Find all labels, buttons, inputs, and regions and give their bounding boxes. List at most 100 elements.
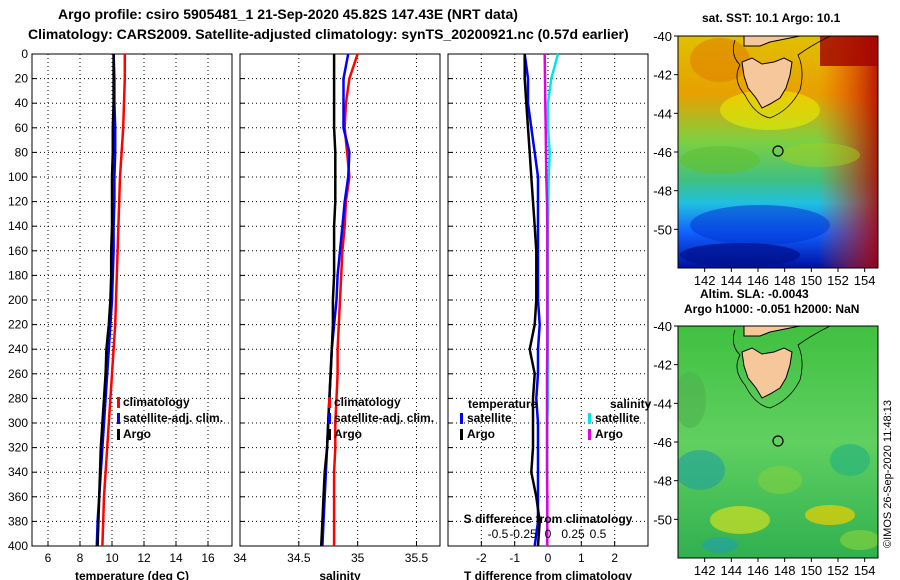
difference-legend-label: satellite xyxy=(595,411,640,425)
temperature-legend-label: Argo xyxy=(123,427,151,441)
temperature-series-0 xyxy=(101,54,127,547)
argo-position-marker xyxy=(772,145,784,157)
temperature-panel: 6 8 10 12 14 16020406080100120140160180200220… xyxy=(8,47,233,580)
depth-tick-label: 120 xyxy=(8,195,28,209)
sst-map-ytick-label: -40 xyxy=(653,29,672,44)
temperature-legend-swatch xyxy=(117,413,120,424)
salinity-panel: 34 34.5 35 35.5 salinity xyxy=(233,53,441,580)
sla-map-xtick-label: 148 xyxy=(774,563,796,578)
sst-map xyxy=(677,35,879,269)
difference-s-tick-label: -0.5 xyxy=(488,527,509,541)
salinity-legend-swatch xyxy=(328,429,331,440)
depth-tick-label: 400 xyxy=(8,539,28,553)
sst-map-ytick-label: -50 xyxy=(653,222,672,237)
sst-map-ytick-label: -44 xyxy=(653,106,672,121)
depth-tick-label: 160 xyxy=(8,244,28,258)
tasmania-land-2 xyxy=(741,347,793,399)
sla-map-xtick-label: 144 xyxy=(720,563,742,578)
temperature-legend-label: satellite-adj. clim. xyxy=(123,411,223,425)
depth-tick-label: 20 xyxy=(15,72,29,86)
sla-map-title: Altim. SLA: -0.0043 xyxy=(700,287,809,301)
temperature-legend-label: climatology xyxy=(123,395,190,409)
difference-series-3 xyxy=(543,53,549,546)
depth-tick-label: 360 xyxy=(8,490,28,504)
sst-map-xtick-label: 144 xyxy=(720,273,742,288)
sla-map-xtick-label: 146 xyxy=(747,563,769,578)
difference-s-tick-label: 0.5 xyxy=(590,527,607,541)
salinity-legend-swatch xyxy=(328,397,331,408)
sst-map-xtick-label: 146 xyxy=(747,273,769,288)
tasmania-land-1 xyxy=(741,57,793,109)
depth-tick-label: 240 xyxy=(8,342,28,356)
temperature-xtick-label: 14 xyxy=(169,551,183,565)
sst-map-xtick-label: 154 xyxy=(854,273,876,288)
argo-position-marker-2 xyxy=(772,435,784,447)
sst-map-ytick-label: -48 xyxy=(653,184,672,199)
salinity-legend-swatch xyxy=(328,413,331,424)
depth-tick-label: 0 xyxy=(21,47,28,61)
depth-tick-label: 140 xyxy=(8,219,28,233)
salinity-legend: climatology satellite-adj. clim. Argo xyxy=(328,395,434,441)
sla-map-ytick-label: -42 xyxy=(653,358,672,373)
salinity-xtick-label: 34.5 xyxy=(287,551,311,565)
difference-legend: temperature salinitysatelliteArgosatellit… xyxy=(460,397,652,541)
depth-tick-label: 180 xyxy=(8,268,28,282)
salinity-legend-label: satellite-adj. clim. xyxy=(334,411,434,425)
difference-legend-header-temperature: temperature xyxy=(468,397,538,411)
depth-tick-label: 380 xyxy=(8,514,28,528)
sla-map-ytick-label: -50 xyxy=(653,512,672,527)
salinity-xtick-label: 34 xyxy=(233,551,247,565)
difference-series-1 xyxy=(523,54,541,547)
sla-map-xtick-label: 154 xyxy=(854,563,876,578)
depth-tick-label: 300 xyxy=(8,416,28,430)
temperature-legend: climatology satellite-adj. clim. Argo xyxy=(117,395,223,441)
difference-xtick-label: -1 xyxy=(509,551,520,565)
salinity-xtick-label: 35 xyxy=(351,551,365,565)
sla-map-subtitle: Argo h1000: -0.051 h2000: NaN xyxy=(684,302,860,316)
temperature-xtick-label: 8 xyxy=(77,551,84,565)
depth-tick-label: 340 xyxy=(8,465,28,479)
sst-map-xtick-label: 148 xyxy=(774,273,796,288)
difference-s-tick-label: 0.25 xyxy=(561,527,585,541)
temperature-xtick-label: 6 xyxy=(45,551,52,565)
sla-map-xtick-label: 142 xyxy=(694,563,716,578)
sst-map-ytick-label: -46 xyxy=(653,145,672,160)
difference-legend-swatch xyxy=(460,429,463,440)
difference-legend-label: Argo xyxy=(595,427,623,441)
sst-map-xtick-label: 142 xyxy=(694,273,716,288)
temperature-xtick-label: 10 xyxy=(105,551,119,565)
depth-tick-label: 60 xyxy=(15,121,29,135)
sla-map-ytick-label: -48 xyxy=(653,474,672,489)
difference-xtick-label: 0 xyxy=(545,551,552,565)
difference-s-axis-label: S difference from climatology xyxy=(464,512,633,526)
sst-map-xtick-label: 150 xyxy=(800,273,822,288)
depth-tick-label: 320 xyxy=(8,441,28,455)
sla-map-ytick-label: -44 xyxy=(653,396,672,411)
temperature-xlabel: temperature (deg C) xyxy=(75,569,189,580)
figure-title-line2: Climatology: CARS2009. Satellite-adjuste… xyxy=(28,26,629,42)
difference-s-tick-label: -0.25 xyxy=(509,527,537,541)
temperature-xtick-label: 16 xyxy=(201,551,215,565)
temperature-legend-swatch xyxy=(117,429,120,440)
imos-credit: ©IMOS 26-Sep-2020 11:48:13 xyxy=(882,400,894,548)
salinity-xtick-label: 35.5 xyxy=(405,551,429,565)
temperature-xtick-label: 12 xyxy=(137,551,151,565)
sla-map-ytick-label: -46 xyxy=(653,435,672,450)
difference-legend-swatch xyxy=(588,413,591,424)
sla-map-xtick-label: 152 xyxy=(827,563,849,578)
difference-legend-header-salinity: salinity xyxy=(610,397,652,411)
difference-xtick-label: 2 xyxy=(611,551,618,565)
salinity-legend-label: Argo xyxy=(334,427,362,441)
difference-xlabel: T difference from climatology xyxy=(464,569,632,580)
sst-map-xtick-label: 152 xyxy=(827,273,849,288)
difference-s-tick-label: 0 xyxy=(545,527,552,541)
depth-tick-label: 100 xyxy=(8,170,28,184)
depth-tick-label: 220 xyxy=(8,318,28,332)
difference-legend-swatch xyxy=(588,429,591,440)
difference-legend-label: Argo xyxy=(467,427,495,441)
salinity-legend-label: climatology xyxy=(334,395,401,409)
sst-map-title: sat. SST: 10.1 Argo: 10.1 xyxy=(702,11,841,25)
difference-series-0 xyxy=(523,53,541,547)
depth-tick-label: 260 xyxy=(8,367,28,381)
